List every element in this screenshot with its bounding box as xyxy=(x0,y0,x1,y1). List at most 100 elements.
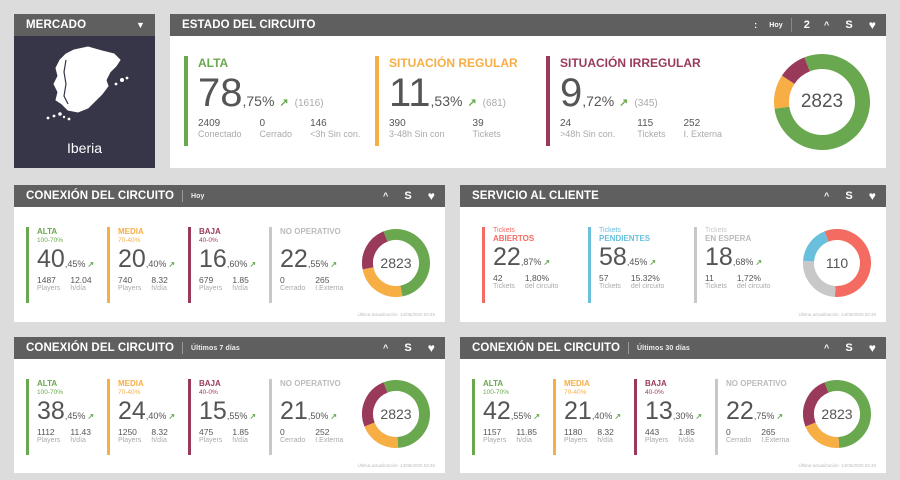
stat-label: BAJA xyxy=(199,227,221,236)
donut-slice-en-espera[interactable] xyxy=(803,260,836,297)
stat-dec: ,55% xyxy=(226,411,248,421)
stat-dec: ,68% xyxy=(732,257,754,267)
donut-slice-baja[interactable] xyxy=(803,382,829,427)
settings-icon[interactable]: S xyxy=(404,190,412,202)
donut-chart[interactable]: 2823 xyxy=(362,229,430,297)
collapse-icon[interactable]: ^ xyxy=(823,20,830,30)
collapse-icon[interactable]: ^ xyxy=(823,191,830,201)
sub-metric: 1180 Players xyxy=(564,427,588,444)
collapse-icon[interactable]: ^ xyxy=(382,343,389,353)
panel-title: CONEXIÓN DEL CIRCUITO xyxy=(26,190,174,202)
sub-metric: 11.85 h/día xyxy=(516,427,537,444)
settings-icon[interactable]: S xyxy=(845,19,853,31)
settings-icon[interactable]: S xyxy=(845,342,853,354)
chevron-down-icon[interactable]: ▼ xyxy=(135,20,145,30)
sub-metric: 0 Cerrado xyxy=(726,427,752,444)
stat-dec: ,40% xyxy=(145,259,167,269)
stat-label: EN ESPERA xyxy=(705,234,752,243)
donut-slice-baja[interactable] xyxy=(362,231,388,270)
count-badge[interactable]: 2 xyxy=(803,19,810,31)
estado-donut-chart[interactable]: 2823 xyxy=(774,54,870,150)
sub-metric: 1.85 h/día xyxy=(232,427,249,444)
stat-int: 20 xyxy=(118,245,146,273)
stat-int: 11 xyxy=(389,71,431,115)
donut-slice-media[interactable] xyxy=(362,266,403,297)
sub-metric: 1250 Players xyxy=(118,427,142,444)
collapse-icon[interactable]: ^ xyxy=(823,343,830,353)
sub-metric: 1,80% del circuito xyxy=(524,273,559,290)
sub-metric: 39 Tickets xyxy=(472,118,501,139)
heart-icon[interactable]: ♥ xyxy=(868,18,876,32)
settings-icon[interactable]: S xyxy=(404,342,412,354)
trend-up-icon: ↗ xyxy=(279,97,289,109)
settings-icon[interactable]: S xyxy=(845,190,853,202)
donut-slice-pendientes[interactable] xyxy=(803,231,829,262)
sub-metric: 475 Players xyxy=(199,427,223,444)
trend-up-icon: ↗ xyxy=(168,412,176,421)
period-selector[interactable]: Hoy xyxy=(769,21,783,29)
heart-icon[interactable]: ♥ xyxy=(868,189,876,203)
sub-metric: 1487 Players xyxy=(37,275,61,292)
donut-slice-abiertos[interactable] xyxy=(824,229,871,297)
mercado-title: MERCADO xyxy=(26,19,87,31)
stat-alta: ALTA 78 ,75% ↗ (1616) 2409 Conectado 0 Cer… xyxy=(184,56,378,146)
conexion-panel: CONEXIÓN DEL CIRCUITO Últimos 7 días ^ S… xyxy=(14,337,445,473)
divider xyxy=(182,190,183,202)
donut-slice-alta[interactable] xyxy=(383,229,430,297)
donut-total: 110 xyxy=(825,255,849,271)
donut-slice-media[interactable] xyxy=(364,422,399,448)
heart-icon[interactable]: ♥ xyxy=(868,341,876,355)
period-label[interactable]: Hoy xyxy=(191,192,205,200)
donut-slice-baja[interactable] xyxy=(362,382,388,427)
stat-dec: ,60% xyxy=(226,259,248,269)
heart-icon[interactable]: ♥ xyxy=(427,189,435,203)
donut-slice-media[interactable] xyxy=(805,422,840,448)
stat-dec: ,45% xyxy=(64,259,86,269)
estado-title: ESTADO DEL CIRCUITO xyxy=(182,19,316,31)
donut-slice-situación-regular[interactable] xyxy=(774,75,795,109)
more-icon[interactable]: : xyxy=(754,20,758,30)
trend-up-icon: ↗ xyxy=(533,412,541,421)
period-label[interactable]: Últimos 30 días xyxy=(637,344,690,352)
donut-total: 2823 xyxy=(821,406,853,422)
heart-icon[interactable]: ♥ xyxy=(427,341,435,355)
donut-slice-alta[interactable] xyxy=(383,380,430,448)
collapse-icon[interactable]: ^ xyxy=(382,191,389,201)
stat-dec: ,40% xyxy=(591,411,613,421)
trend-up-icon: ↗ xyxy=(249,412,257,421)
stat-baja: BAJA 40-0% 13,30% ↗ 443 Players 1.85 h/día xyxy=(634,379,705,455)
donut-slice-situación-irregular[interactable] xyxy=(781,57,811,85)
donut-chart[interactable]: 2823 xyxy=(362,380,430,448)
trend-up-icon: ↗ xyxy=(649,258,657,267)
panel-header: CONEXIÓN DEL CIRCUITO Últimos 7 días ^ S… xyxy=(14,337,445,359)
donut-total: 2823 xyxy=(800,91,844,112)
stat-dec: ,45% xyxy=(64,411,86,421)
trend-up-icon: ↗ xyxy=(776,412,784,421)
panel-title: CONEXIÓN DEL CIRCUITO xyxy=(26,342,174,354)
iberia-map-icon[interactable] xyxy=(14,42,155,134)
stat-alta: ALTA 100-70% 42,55% ↗ 1157 Players 11.85 h/día xyxy=(472,379,547,455)
donut-chart[interactable]: 2823 xyxy=(803,380,871,448)
sub-metric: 42 Tickets xyxy=(493,273,515,290)
sub-metric: 252 I. Externa xyxy=(683,118,722,139)
trend-up-icon: ↗ xyxy=(330,412,338,421)
donut-slice-alta[interactable] xyxy=(824,380,871,448)
stat-en-espera: Tickets EN ESPERA 18,68% ↗ 11 Tickets 1,72% del… xyxy=(694,227,780,303)
sub-metric: 115 Tickets xyxy=(637,118,666,139)
stat-int: 21 xyxy=(280,397,308,425)
stat-label: ALTA xyxy=(198,56,229,70)
period-label[interactable]: Últimos 7 días xyxy=(191,344,240,352)
stat-label: MEDIA xyxy=(564,379,590,388)
donut-slice-alta[interactable] xyxy=(774,54,870,150)
stat-dec: ,75% xyxy=(753,411,775,421)
last-updated: Última actualización: 14/06/2020 03:45 xyxy=(798,463,876,468)
donut-chart[interactable]: 110 xyxy=(803,229,871,297)
stat-alta: ALTA 100-70% 40,45% ↗ 1487 Players 12.04 h/día xyxy=(26,227,102,303)
divider xyxy=(628,342,629,354)
stat-label: ALTA xyxy=(483,379,504,388)
stat-int: 15 xyxy=(199,397,227,425)
stat-dec: ,55% xyxy=(510,411,532,421)
trend-up-icon: ↗ xyxy=(87,260,95,269)
stat-count: (1616) xyxy=(294,98,324,109)
sub-metric: 8.32 h/día xyxy=(151,427,168,444)
